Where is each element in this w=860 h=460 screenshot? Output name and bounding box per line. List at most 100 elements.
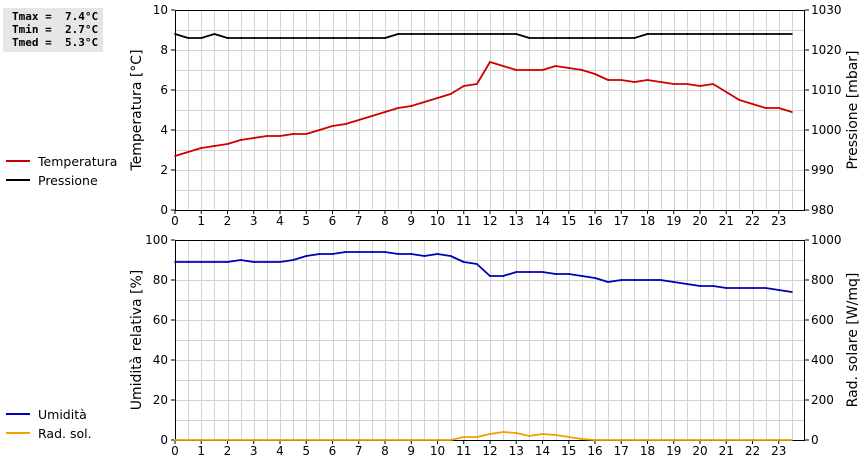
bottom-x-tick-label: 3 [250, 444, 258, 458]
bottom-x-tick-label: 1 [197, 444, 205, 458]
top-y-tick-label: 8 [160, 43, 168, 57]
bottom-x-tick-label: 18 [640, 444, 655, 458]
pressione-data-point [646, 33, 649, 35]
top-x-tick-label: 2 [224, 214, 232, 228]
temperatura-data-point [594, 73, 596, 75]
pressione-data-point [712, 33, 715, 35]
pressione-data-point [777, 33, 780, 35]
tmed-label: Tmed = 5.3°C [12, 36, 99, 49]
umidit-data-point [449, 255, 452, 257]
umidit-data-point [646, 279, 649, 281]
top-y-tick-label: 4 [160, 123, 168, 137]
bottom-x-tick-label: 2 [224, 444, 232, 458]
temperatura-data-point [580, 69, 583, 71]
rad-sol-data-point [554, 434, 557, 436]
pressione-data-point [502, 33, 505, 35]
bottom-y-right-tick-label: 400 [811, 353, 834, 367]
bottom-panel: 0 1 2 3 4 5 6 7 8 9 10 11 12 13 14 15 16 17 18 19 20 21 22 2302… [6, 233, 860, 458]
bottom-x-tick-label: 19 [666, 444, 681, 458]
bottom-y-right-tick-label: 0 [811, 433, 819, 447]
top-y-tick-label: 2 [160, 163, 168, 177]
umidit-data-point [318, 253, 321, 255]
temperatura-data-point [213, 145, 216, 147]
rad-sol-data-point [226, 439, 229, 441]
temperatura-data-point [633, 81, 636, 83]
top-x-tick-label: 7 [355, 214, 363, 228]
pressione-data-point [318, 37, 321, 39]
umidit-data-point [790, 291, 793, 293]
rad-sol-data-point [646, 439, 649, 441]
top-x-tick-label: 16 [587, 214, 602, 228]
pressione-series-line [174, 33, 792, 39]
temperatura-data-point [502, 65, 505, 67]
temperatura-data-point [397, 107, 400, 109]
rad-sol-data-point [528, 435, 531, 437]
top-x-tick-label: 13 [509, 214, 524, 228]
umidit-data-point [777, 289, 780, 291]
pressione-data-point [292, 37, 295, 39]
umidit-data-point [725, 287, 728, 289]
umidit-data-point [502, 275, 505, 277]
temperatura-data-point [659, 81, 662, 83]
pressione-data-point [685, 33, 688, 35]
temperatura-data-point [226, 143, 229, 145]
temperatura-data-point [712, 83, 715, 85]
top-x-tick-label: 22 [745, 214, 760, 228]
tmax-label: Tmax = 7.4°C [12, 10, 99, 23]
bottom-y-tick-label: 0 [160, 433, 168, 447]
bottom-x-tick-label: 0 [171, 444, 179, 458]
bottom-ylabel-right: Rad. solare [W/mq] [845, 273, 860, 408]
top-x-tick-label: 0 [171, 214, 179, 228]
temperatura-data-point [738, 99, 741, 101]
temperatura-data-point [541, 69, 544, 71]
umidit-data-point [580, 275, 583, 277]
umidit-data-point [475, 263, 478, 265]
umidit-data-point [279, 261, 281, 263]
rad-sol-data-point [384, 439, 386, 441]
bottom-y-tick-label: 80 [153, 273, 168, 287]
bottom-y-tick-label: 60 [153, 313, 168, 327]
pressione-data-point [475, 33, 478, 35]
pressione-legend-label: Pressione [38, 173, 98, 188]
bottom-y-right-tick-label: 800 [811, 273, 834, 287]
pressione-data-point [528, 37, 531, 39]
temperatura-data-point [567, 67, 570, 69]
umidit-data-point [607, 281, 610, 283]
rad-sol-data-point [751, 439, 754, 441]
temperatura-data-point [318, 129, 321, 131]
umidit-data-point [331, 253, 334, 255]
top-x-tick-label: 17 [614, 214, 629, 228]
pressione-data-point [410, 33, 413, 35]
pressione-data-point [764, 33, 767, 35]
pressione-data-point [423, 33, 426, 35]
top-x-tick-label: 9 [407, 214, 415, 228]
pressione-data-point [357, 37, 360, 39]
pressione-data-point [738, 33, 741, 35]
umidit-data-point [436, 253, 439, 255]
rad-sol-data-point [502, 431, 505, 433]
umidit-data-point [620, 279, 623, 281]
pressione-data-point [305, 37, 308, 39]
bottom-y-right-tick-label: 200 [811, 393, 834, 407]
pressione-data-point [252, 37, 255, 39]
temperatura-data-point [187, 151, 190, 153]
top-x-tick-label: 1 [197, 214, 205, 228]
umidit-data-point [397, 253, 400, 255]
top-y-tick-label: 10 [153, 3, 168, 17]
bottom-x-tick-label: 17 [614, 444, 629, 458]
temperatura-data-point [672, 83, 675, 85]
top-x-tick-label: 12 [482, 214, 497, 228]
rad-sol-data-point [620, 439, 623, 441]
umidit-data-point [200, 261, 203, 263]
bottom-y-right-tick-label: 600 [811, 313, 834, 327]
pressione-data-point [633, 37, 636, 39]
pressione-data-point [331, 37, 334, 39]
bottom-x-tick-label: 8 [381, 444, 389, 458]
temperatura-data-point [265, 135, 268, 137]
umidit-data-point [554, 273, 557, 275]
pressione-data-point [672, 33, 675, 35]
top-x-tick-label: 3 [250, 214, 258, 228]
pressione-data-point [187, 37, 190, 39]
temperatura-data-point [331, 125, 334, 127]
umidit-data-point [685, 283, 688, 285]
